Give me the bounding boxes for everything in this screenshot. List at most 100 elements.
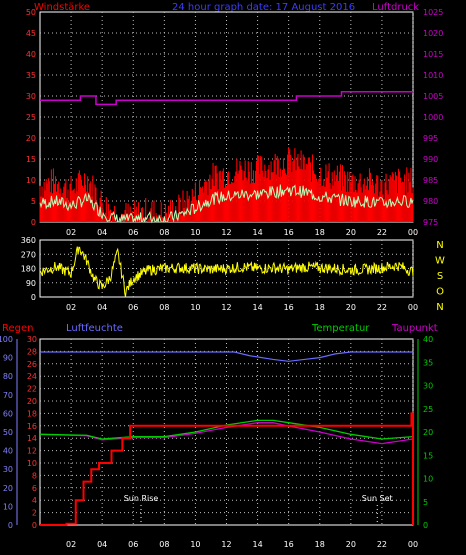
sun-annotation: Sun Set: [362, 494, 393, 503]
luftdruck-label: Luftdruck: [372, 2, 419, 13]
humidity-line: [40, 351, 413, 362]
x-tick-label: 16: [284, 540, 294, 549]
y-right-tick-label: 1010: [423, 71, 443, 80]
x-tick-label: 02: [66, 540, 76, 549]
rain-tick-label: 22: [27, 385, 37, 394]
x-tick-label: 06: [128, 228, 138, 237]
luftfeuchte-label: Luftfeuchte: [66, 323, 123, 334]
x-tick-label: 00: [408, 228, 418, 237]
temp-tick-label: 30: [423, 382, 433, 391]
x-tick-label: 06: [128, 540, 138, 549]
rain-tick-label: 26: [27, 360, 37, 369]
rain-tick-label: 12: [27, 447, 37, 456]
sun-annotation: Sun Rise: [124, 494, 159, 503]
x-tick-label: 04: [97, 303, 107, 312]
x-tick-label: 20: [346, 540, 356, 549]
windstaerke-label: Windstärke: [34, 2, 90, 13]
rain-tick-label: 16: [27, 422, 37, 431]
pressure-line: [40, 91, 413, 106]
direction-tick-label: 90: [26, 279, 36, 288]
temperatur-label: Temperatur: [311, 323, 370, 334]
y-right-tick-label: 975: [423, 218, 438, 227]
y-right-tick-label: 1015: [423, 50, 443, 59]
rain-tick-label: 18: [27, 409, 37, 418]
direction-tick-label: 0: [31, 293, 36, 302]
y-right-tick-label: 985: [423, 176, 438, 185]
direction-tick-label: 270: [21, 250, 36, 259]
y-right-tick-label: 995: [423, 134, 438, 143]
compass-label: S: [437, 271, 443, 282]
x-tick-label: 12: [221, 303, 231, 312]
compass-label: O: [436, 287, 444, 298]
humidity-tick-label: 30: [3, 465, 13, 474]
rain-tick-label: 28: [27, 347, 37, 356]
temp-tick-label: 20: [423, 428, 433, 437]
y-left-tick-label: 20: [26, 134, 36, 143]
temp-tick-label: 10: [423, 475, 433, 484]
y-left-tick-label: 5: [31, 197, 36, 206]
x-tick-label: 10: [190, 303, 200, 312]
temperature-line: [39, 419, 414, 440]
rain-tick-label: 20: [27, 397, 37, 406]
humidity-tick-label: 20: [3, 484, 13, 493]
temp-tick-label: 5: [423, 498, 428, 507]
x-tick-label: 22: [377, 228, 387, 237]
y-left-tick-label: 25: [26, 113, 36, 122]
x-tick-label: 12: [221, 228, 231, 237]
y-right-tick-label: 1025: [423, 8, 443, 17]
rain-tick-label: 30: [27, 335, 37, 344]
humidity-tick-label: 0: [8, 521, 13, 530]
x-tick-label: 18: [315, 540, 325, 549]
x-tick-label: 04: [97, 228, 107, 237]
y-left-tick-label: 10: [26, 176, 36, 185]
chart-title: 24 hour graph date: 17 August 2016: [172, 2, 355, 13]
x-tick-label: 06: [128, 303, 138, 312]
chart-ticks: 0510152025303540455097598098599099510001…: [0, 8, 445, 549]
rain-tick-label: 6: [32, 484, 37, 493]
x-tick-label: 18: [315, 228, 325, 237]
y-right-tick-label: 1000: [423, 113, 443, 122]
temp-tick-label: 40: [423, 335, 433, 344]
x-tick-label: 20: [346, 228, 356, 237]
rain-tick-label: 14: [27, 434, 37, 443]
compass-label: W: [435, 256, 445, 267]
x-tick-label: 02: [66, 228, 76, 237]
x-tick-label: 10: [190, 540, 200, 549]
regen-label: Regen: [2, 323, 34, 334]
y-left-tick-label: 0: [31, 218, 36, 227]
rain-tick-label: 4: [32, 496, 37, 505]
x-tick-label: 04: [97, 540, 107, 549]
x-tick-label: 16: [284, 303, 294, 312]
wind-gust-series: [39, 147, 414, 222]
rain-tick-label: 24: [27, 372, 37, 381]
x-tick-label: 20: [346, 303, 356, 312]
x-tick-label: 10: [190, 228, 200, 237]
x-tick-label: 22: [377, 303, 387, 312]
y-left-tick-label: 35: [26, 71, 36, 80]
x-tick-label: 02: [66, 303, 76, 312]
direction-tick-label: 180: [21, 265, 36, 274]
wind-avg-line: [39, 184, 414, 224]
wind-direction-line: [39, 246, 414, 298]
humidity-tick-label: 100: [0, 335, 13, 344]
temp-tick-label: 35: [423, 358, 433, 367]
temp-tick-label: 0: [423, 521, 428, 530]
temp-tick-label: 25: [423, 405, 433, 414]
rain-tick-label: 10: [27, 459, 37, 468]
x-tick-label: 16: [284, 228, 294, 237]
y-right-tick-label: 1005: [423, 92, 443, 101]
humidity-tick-label: 40: [3, 447, 13, 456]
chart-series: [39, 91, 414, 526]
chart-frames: [16, 11, 419, 526]
y-right-tick-label: 990: [423, 155, 438, 164]
humidity-tick-label: 90: [3, 354, 13, 363]
x-tick-label: 08: [159, 228, 169, 237]
rain-line: [40, 412, 414, 526]
x-tick-label: 18: [315, 303, 325, 312]
humidity-tick-label: 80: [3, 372, 13, 381]
y-left-tick-label: 15: [26, 155, 36, 164]
y-left-tick-label: 40: [26, 50, 36, 59]
y-left-tick-label: 45: [26, 29, 36, 38]
y-left-tick-label: 30: [26, 92, 36, 101]
